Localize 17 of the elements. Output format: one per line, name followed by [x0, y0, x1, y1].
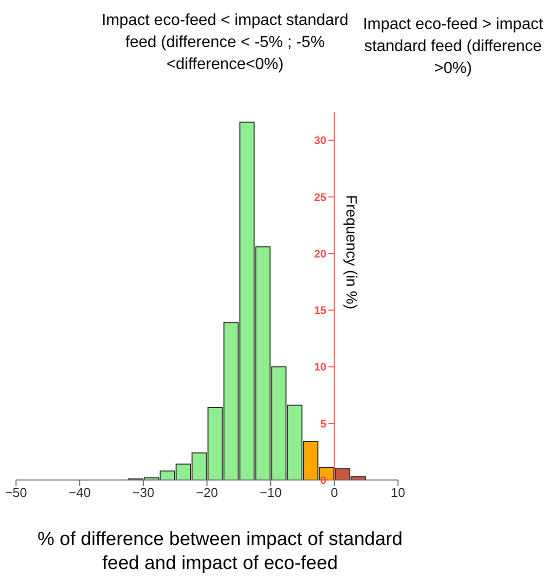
text: Impact eco-feed > impact standard feed (difference >0%) — [362, 15, 544, 79]
x-tick-label: 10 — [390, 485, 406, 500]
y-axis-title: Frequency (in %) — [342, 195, 360, 310]
text: Impact eco-feed < impact standard feed (difference < -5% ; -5%<difference<0%) — [100, 11, 350, 75]
y-tick-label: 20 — [314, 248, 326, 260]
x-tick-label: −20 — [196, 485, 218, 500]
y-tick-label: 15 — [314, 305, 326, 318]
x-tick-label: −40 — [68, 485, 91, 500]
y-tick-label: 25 — [314, 192, 326, 204]
x-axis-title: % of difference between impact of standard feed and impact of eco-feed — [36, 528, 404, 576]
x-tick-label: −10 — [260, 485, 282, 500]
y-tick-label: 30 — [314, 135, 326, 148]
x-tick-label: −50 — [4, 485, 28, 500]
x-tick-label: 0 — [330, 485, 338, 500]
y-tick-label: 5 — [320, 418, 326, 430]
x-tick-label: −30 — [132, 485, 154, 500]
y-tick-label: 10 — [314, 362, 326, 374]
